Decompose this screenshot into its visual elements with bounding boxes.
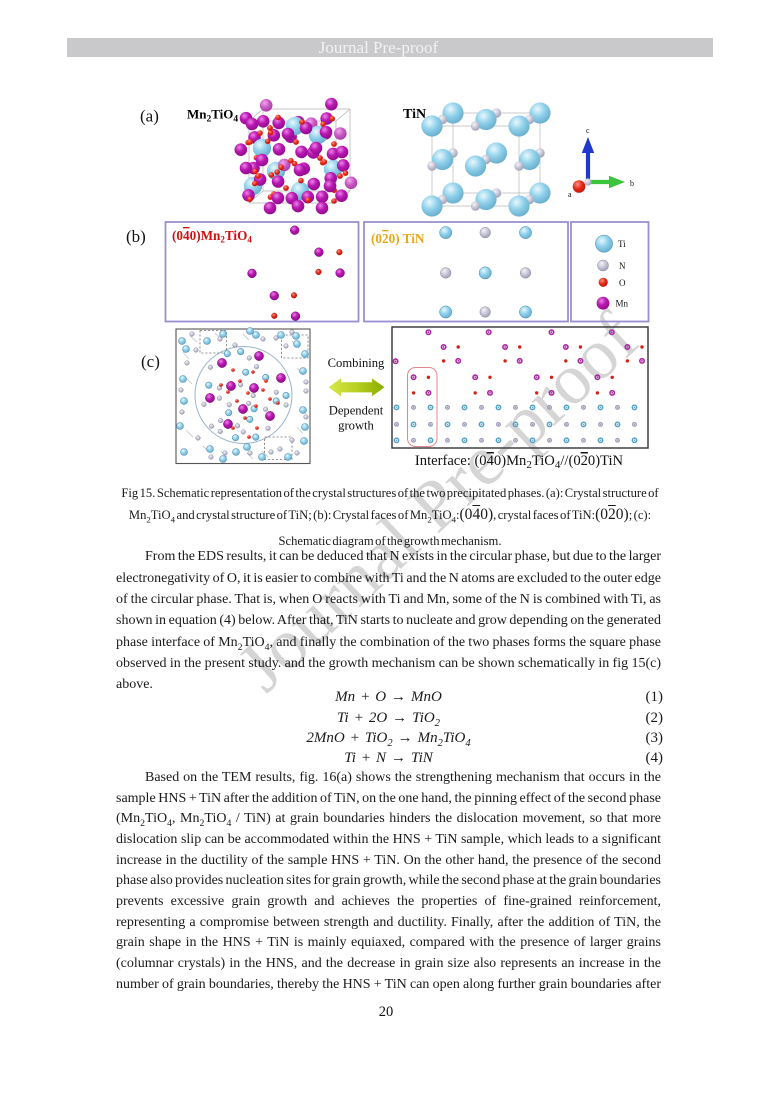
svg-text:Ti: Ti <box>618 239 626 249</box>
svg-text:(040)Mn2TiO4: (040)Mn2TiO4 <box>172 228 252 245</box>
svg-text:(b): (b) <box>126 227 146 246</box>
svg-text:b: b <box>630 179 634 188</box>
svg-text:Interface: (040)Mn2TiO4//(020): Interface: (040)Mn2TiO4//(020)TiN <box>415 453 624 471</box>
svg-text:growth: growth <box>338 419 374 433</box>
svg-text:N: N <box>619 261 626 271</box>
svg-text:(c): (c) <box>141 352 160 371</box>
svg-text:Dependent: Dependent <box>329 404 384 418</box>
svg-text:c: c <box>586 126 590 135</box>
svg-text:a: a <box>568 190 572 199</box>
svg-text:(a): (a) <box>140 107 159 126</box>
svg-text:Mn: Mn <box>616 299 629 309</box>
svg-text:(020) TiN: (020) TiN <box>371 231 425 246</box>
svg-text:Combining: Combining <box>328 356 385 370</box>
svg-text:O: O <box>619 278 626 288</box>
svg-text:Mn2TiO4: Mn2TiO4 <box>187 107 238 125</box>
svg-text:TiN: TiN <box>403 107 426 122</box>
